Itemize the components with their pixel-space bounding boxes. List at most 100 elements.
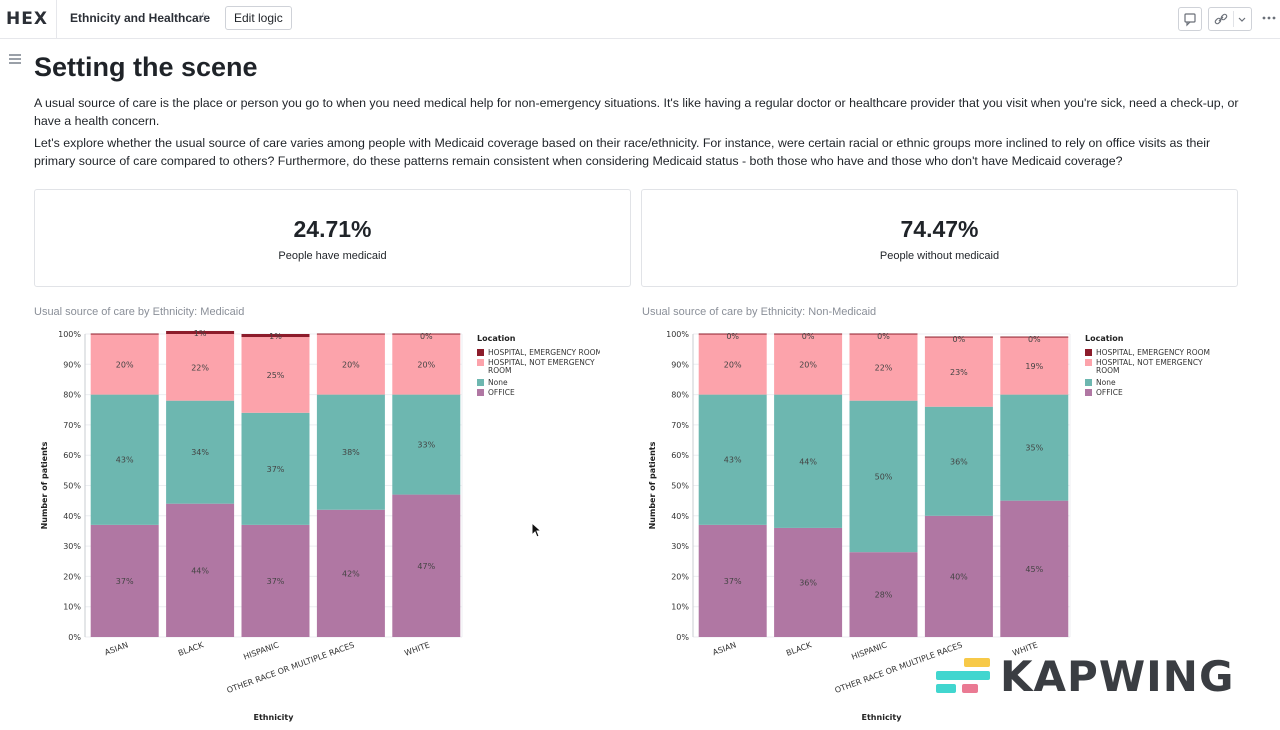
y-tick-label: 20% (671, 572, 689, 581)
x-tick-label: WHITE (403, 640, 431, 657)
bar-segment (774, 334, 843, 395)
data-label: 40% (950, 572, 968, 581)
bar-segment (90, 524, 159, 637)
divider (1233, 11, 1234, 27)
legend-label: OFFICE (1096, 388, 1123, 397)
y-tick-label: 100% (58, 330, 81, 339)
data-label: 38% (342, 448, 360, 457)
kapwing-logo-icon (936, 658, 990, 693)
project-title[interactable]: Ethnicity and Healthcare (70, 11, 211, 25)
data-label: 34% (191, 448, 209, 457)
data-label: 0% (726, 332, 739, 341)
bar-segment (698, 334, 767, 395)
legend-title: Location (1085, 334, 1124, 343)
bar-segment (392, 333, 461, 335)
bar-segment (241, 337, 310, 413)
y-tick-label: 80% (63, 391, 81, 400)
y-tick-label: 0% (68, 633, 81, 642)
data-label: 37% (116, 577, 134, 586)
data-label: 1% (194, 329, 207, 338)
data-label: 0% (1028, 335, 1041, 344)
data-label: 20% (417, 360, 435, 369)
x-tick-label: BLACK (177, 640, 205, 658)
data-label: 36% (799, 578, 817, 587)
y-tick-label: 40% (63, 512, 81, 521)
y-tick-label: 20% (63, 572, 81, 581)
bar-segment (90, 394, 159, 525)
data-label: 25% (267, 371, 285, 380)
data-label: 43% (116, 456, 134, 465)
bar-segment (1000, 394, 1069, 501)
data-label: 36% (950, 457, 968, 466)
y-axis-label: Number of patients (648, 441, 657, 529)
bar-segment (166, 330, 235, 334)
y-axis-label: Number of patients (40, 441, 49, 529)
chart-title-medicaid: Usual source of care by Ethnicity: Medic… (34, 306, 245, 318)
bar-segment (241, 524, 310, 637)
intro-paragraph: A usual source of care is the place or p… (34, 96, 1239, 128)
data-label: 0% (802, 332, 815, 341)
hex-logo[interactable]: HEX (6, 9, 48, 29)
chart-non-medicaid: 0% 10% 20% 30% 40% 50% 60% 70% 80% 90% 100% Number … (648, 330, 1210, 722)
x-axis-label: Ethnicity (254, 713, 295, 722)
data-label: 37% (267, 577, 285, 586)
legend-swatch (1085, 349, 1092, 356)
x-tick-label: OTHER RACE OR MULTIPLE RACES (226, 640, 356, 695)
y-tick-label: 10% (671, 603, 689, 612)
chevron-down-icon[interactable] (1234, 8, 1250, 30)
data-label: 44% (799, 457, 817, 466)
bar-segment (849, 552, 918, 637)
bar-segment (698, 333, 767, 335)
bar-segment (698, 524, 767, 637)
legend-label: ROOM (1096, 366, 1120, 375)
legend-label: HOSPITAL, EMERGENCY ROOM (488, 348, 600, 357)
legend-label: None (1096, 378, 1116, 387)
bar-segment (90, 333, 159, 335)
data-label: 22% (875, 363, 893, 372)
y-tick-label: 100% (666, 330, 689, 339)
data-label: 37% (724, 577, 742, 586)
legend-swatch (477, 389, 484, 396)
bar-segment (392, 334, 461, 395)
question-paragraph: Let's explore whether the usual source o… (34, 136, 1211, 168)
kapwing-wordmark: KAPWING (1000, 652, 1235, 701)
y-tick-label: 90% (63, 360, 81, 369)
mouse-cursor-icon (531, 522, 543, 538)
x-tick-label: HISPANIC (850, 640, 888, 661)
data-label: 0% (420, 332, 433, 341)
non-medicaid-stat-card: 74.47% People without medicaid (641, 189, 1238, 287)
bar-segment (166, 503, 235, 637)
y-tick-label: 70% (671, 421, 689, 430)
y-tick-label: 70% (63, 421, 81, 430)
comment-icon (1184, 13, 1196, 27)
legend-swatch (477, 349, 484, 356)
stat-label: People have medicaid (278, 250, 387, 262)
edit-logic-button[interactable]: Edit logic (225, 6, 292, 30)
bar-segment (849, 334, 918, 401)
y-tick-label: 60% (671, 451, 689, 460)
bar-segment (392, 494, 461, 637)
y-tick-label: 80% (671, 391, 689, 400)
data-label: 20% (724, 360, 742, 369)
star-icon[interactable]: ☆ (197, 9, 210, 25)
legend-title: Location (477, 334, 516, 343)
medicaid-stat-card: 24.71% People have medicaid (34, 189, 631, 287)
data-label: 19% (1025, 362, 1043, 371)
y-tick-label: 50% (671, 482, 689, 491)
legend-swatch (1085, 389, 1092, 396)
bar-segment (166, 400, 235, 504)
chart-medicaid: 0% 10% 20% 30% 40% 50% 60% 70% 80% 90% 100% Number … (40, 329, 600, 722)
share-link-button[interactable] (1208, 7, 1252, 31)
comment-button[interactable] (1178, 7, 1202, 31)
data-label: 44% (191, 566, 209, 575)
bar-segment (698, 394, 767, 525)
legend-label: HOSPITAL, NOT EMERGENCY (1096, 358, 1203, 367)
bar-segment (1000, 336, 1069, 338)
bar-segment (924, 406, 993, 516)
outline-icon[interactable] (9, 54, 21, 66)
data-label: 43% (724, 456, 742, 465)
x-tick-label: BLACK (785, 640, 813, 658)
more-icon[interactable] (1261, 7, 1277, 29)
data-label: 47% (417, 562, 435, 571)
data-label: 50% (875, 472, 893, 481)
